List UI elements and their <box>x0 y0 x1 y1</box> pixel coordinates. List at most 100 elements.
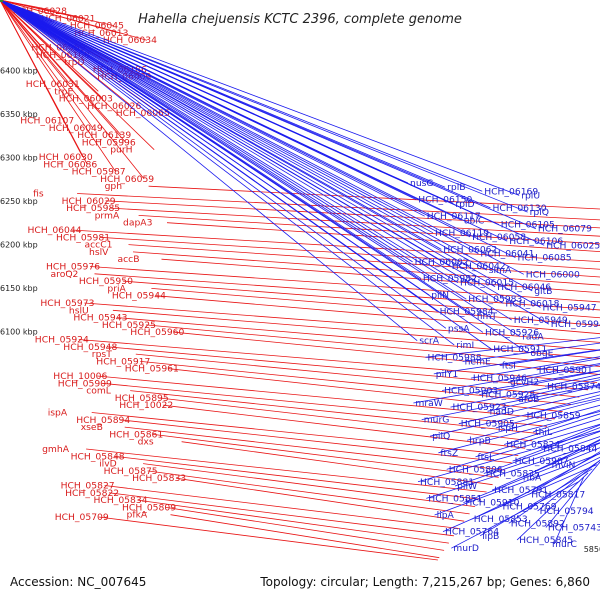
reverse-leader-line <box>463 447 600 503</box>
forward-leader-line <box>84 302 600 343</box>
reverse-gene-label: HCH_06062 <box>443 244 497 255</box>
forward-gene-label: HCH_06030 <box>39 152 93 163</box>
reverse-gene-label: lipB <box>482 531 499 542</box>
map-title: Hahella chejuensis KCTC 2396, complete g… <box>138 12 462 27</box>
reverse-leader-line <box>0 0 512 321</box>
forward-gene-label: dxs <box>138 437 154 448</box>
forward-gene-label: HCH_05996 <box>82 137 136 148</box>
reverse-leader-line <box>442 464 597 532</box>
reverse-leader-line <box>433 349 600 375</box>
reverse-leader-line <box>470 356 600 379</box>
forward-leader-line <box>97 375 555 420</box>
forward-gene-label: trpD <box>64 57 84 68</box>
kbp-tick-label: 6150 kbp <box>0 284 38 293</box>
reverse-gene-label: slmA <box>489 265 512 276</box>
forward-leader-line <box>137 499 449 544</box>
forward-leader-line <box>107 346 589 391</box>
reverse-leader-line <box>430 397 600 437</box>
kbp-tick-label: 6250 kbp <box>0 197 38 206</box>
reverse-leader-line <box>0 0 492 350</box>
forward-leader-line <box>0 0 126 143</box>
forward-leader-line <box>130 390 540 434</box>
reverse-gene-label: murC <box>552 539 577 550</box>
forward-gene-label: HCH_06086 <box>43 159 97 170</box>
forward-gene-label: gmhA <box>42 444 70 455</box>
kbp-tick-label: 6350 kbp <box>0 110 38 119</box>
reverse-gene-label: HCH_06015 <box>460 278 514 289</box>
reverse-gene-label: HCH_05923 <box>453 402 507 413</box>
reverse-gene-label: HCH_05983 <box>468 294 522 305</box>
reverse-leader-line <box>417 430 600 483</box>
reverse-gene-label: thiL <box>535 427 553 438</box>
forward-leader-line <box>153 434 499 478</box>
forward-gene-label: HCH_05894 <box>76 415 130 426</box>
forward-gene-label: HCH_06139 <box>77 130 131 141</box>
forward-leader-line <box>165 507 445 551</box>
reverse-gene-label: HCH_05903 <box>444 386 498 397</box>
reverse-leader-line <box>0 0 524 275</box>
forward-gene-label: HCH_06029 <box>62 196 116 207</box>
reverse-gene-label: HCH_05947 <box>543 303 597 314</box>
reverse-leader-line <box>0 0 537 230</box>
reverse-leader-line <box>483 430 600 474</box>
reverse-gene-label: HCH_05910 <box>465 498 519 509</box>
forward-gene-label: HCH_05943 <box>73 313 127 324</box>
reverse-leader-line <box>421 384 600 420</box>
reverse-gene-label: obgE <box>530 348 553 359</box>
reverse-gene-label: HCH_06000 <box>526 269 580 280</box>
reverse-gene-label: pilY1 <box>436 369 458 380</box>
forward-gene-label: ilvD <box>99 459 117 470</box>
reverse-leader-line <box>0 0 487 271</box>
reverse-leader-line <box>491 442 600 491</box>
forward-gene-label: fis <box>33 189 44 200</box>
reverse-gene-label: radA <box>522 332 544 343</box>
forward-gene-label: rpsT <box>92 349 112 360</box>
forward-leader-line <box>174 331 600 375</box>
reverse-leader-line <box>442 363 600 391</box>
ring-layer <box>0 0 3 2</box>
forward-leader-line <box>151 288 600 326</box>
reverse-leader-line <box>504 413 600 445</box>
reverse-gene-label: HCH_05901 <box>539 365 593 376</box>
reverse-gene-label: mviN <box>552 460 576 471</box>
forward-gene-label: HCH_06034 <box>103 35 157 46</box>
reverse-gene-label: HCH_06042 <box>452 261 506 272</box>
reverse-gene-label: HCH_06025 <box>546 240 600 251</box>
reverse-leader-line <box>462 342 600 362</box>
reverse-leader-line <box>434 453 600 516</box>
reverse-gene-label: mraW <box>415 398 442 409</box>
reverse-gene-label: nadD <box>490 406 514 417</box>
forward-gene-label: HCH_05948 <box>63 342 117 353</box>
forward-leader-line <box>0 0 114 26</box>
reverse-gene-label: rplD <box>455 199 474 210</box>
reverse-gene-label: HCH_05874 <box>547 381 600 392</box>
reverse-gene-label: HCH_05851 <box>428 493 482 504</box>
reverse-gene-label: HCH_06046 <box>497 282 551 293</box>
reverse-leader-line <box>0 0 533 292</box>
reverse-gene-label: rplU <box>521 190 540 201</box>
reverse-leader-line <box>454 436 600 487</box>
forward-gene-label: pfkA <box>127 510 148 521</box>
reverse-gene-label: HCH_05946 <box>473 373 527 384</box>
forward-gene-label: HCH_05834 <box>94 495 148 506</box>
kbp-tick-label: 6200 kbp <box>0 241 38 250</box>
reverse-gene-label: ftsZ <box>440 448 458 459</box>
reverse-gene-label: HCH_05794 <box>540 506 594 517</box>
reverse-gene-label: HCH_05982 <box>423 273 477 284</box>
forward-leader-line <box>101 382 548 427</box>
forward-gene-label: HCH_06107 <box>20 116 74 127</box>
reverse-gene-label: HCH_05817 <box>531 489 585 500</box>
kbp-tick-label: 6100 kbp <box>0 328 38 337</box>
reverse-gene-label: HCH_06079 <box>538 224 592 235</box>
forward-gene-label: HCH_05833 <box>132 473 186 484</box>
reverse-gene-label: ubiC <box>464 215 485 226</box>
reverse-gene-label: ispH <box>498 423 518 434</box>
forward-gene-label: prmA <box>95 210 120 221</box>
reverse-leader-line <box>0 0 447 329</box>
forward-leader-line <box>86 448 487 493</box>
reverse-leader-line <box>438 411 600 454</box>
inner-gc-dot <box>0 0 3 2</box>
reverse-leader-line <box>479 468 593 537</box>
reverse-gene-label: pilN <box>431 290 449 301</box>
